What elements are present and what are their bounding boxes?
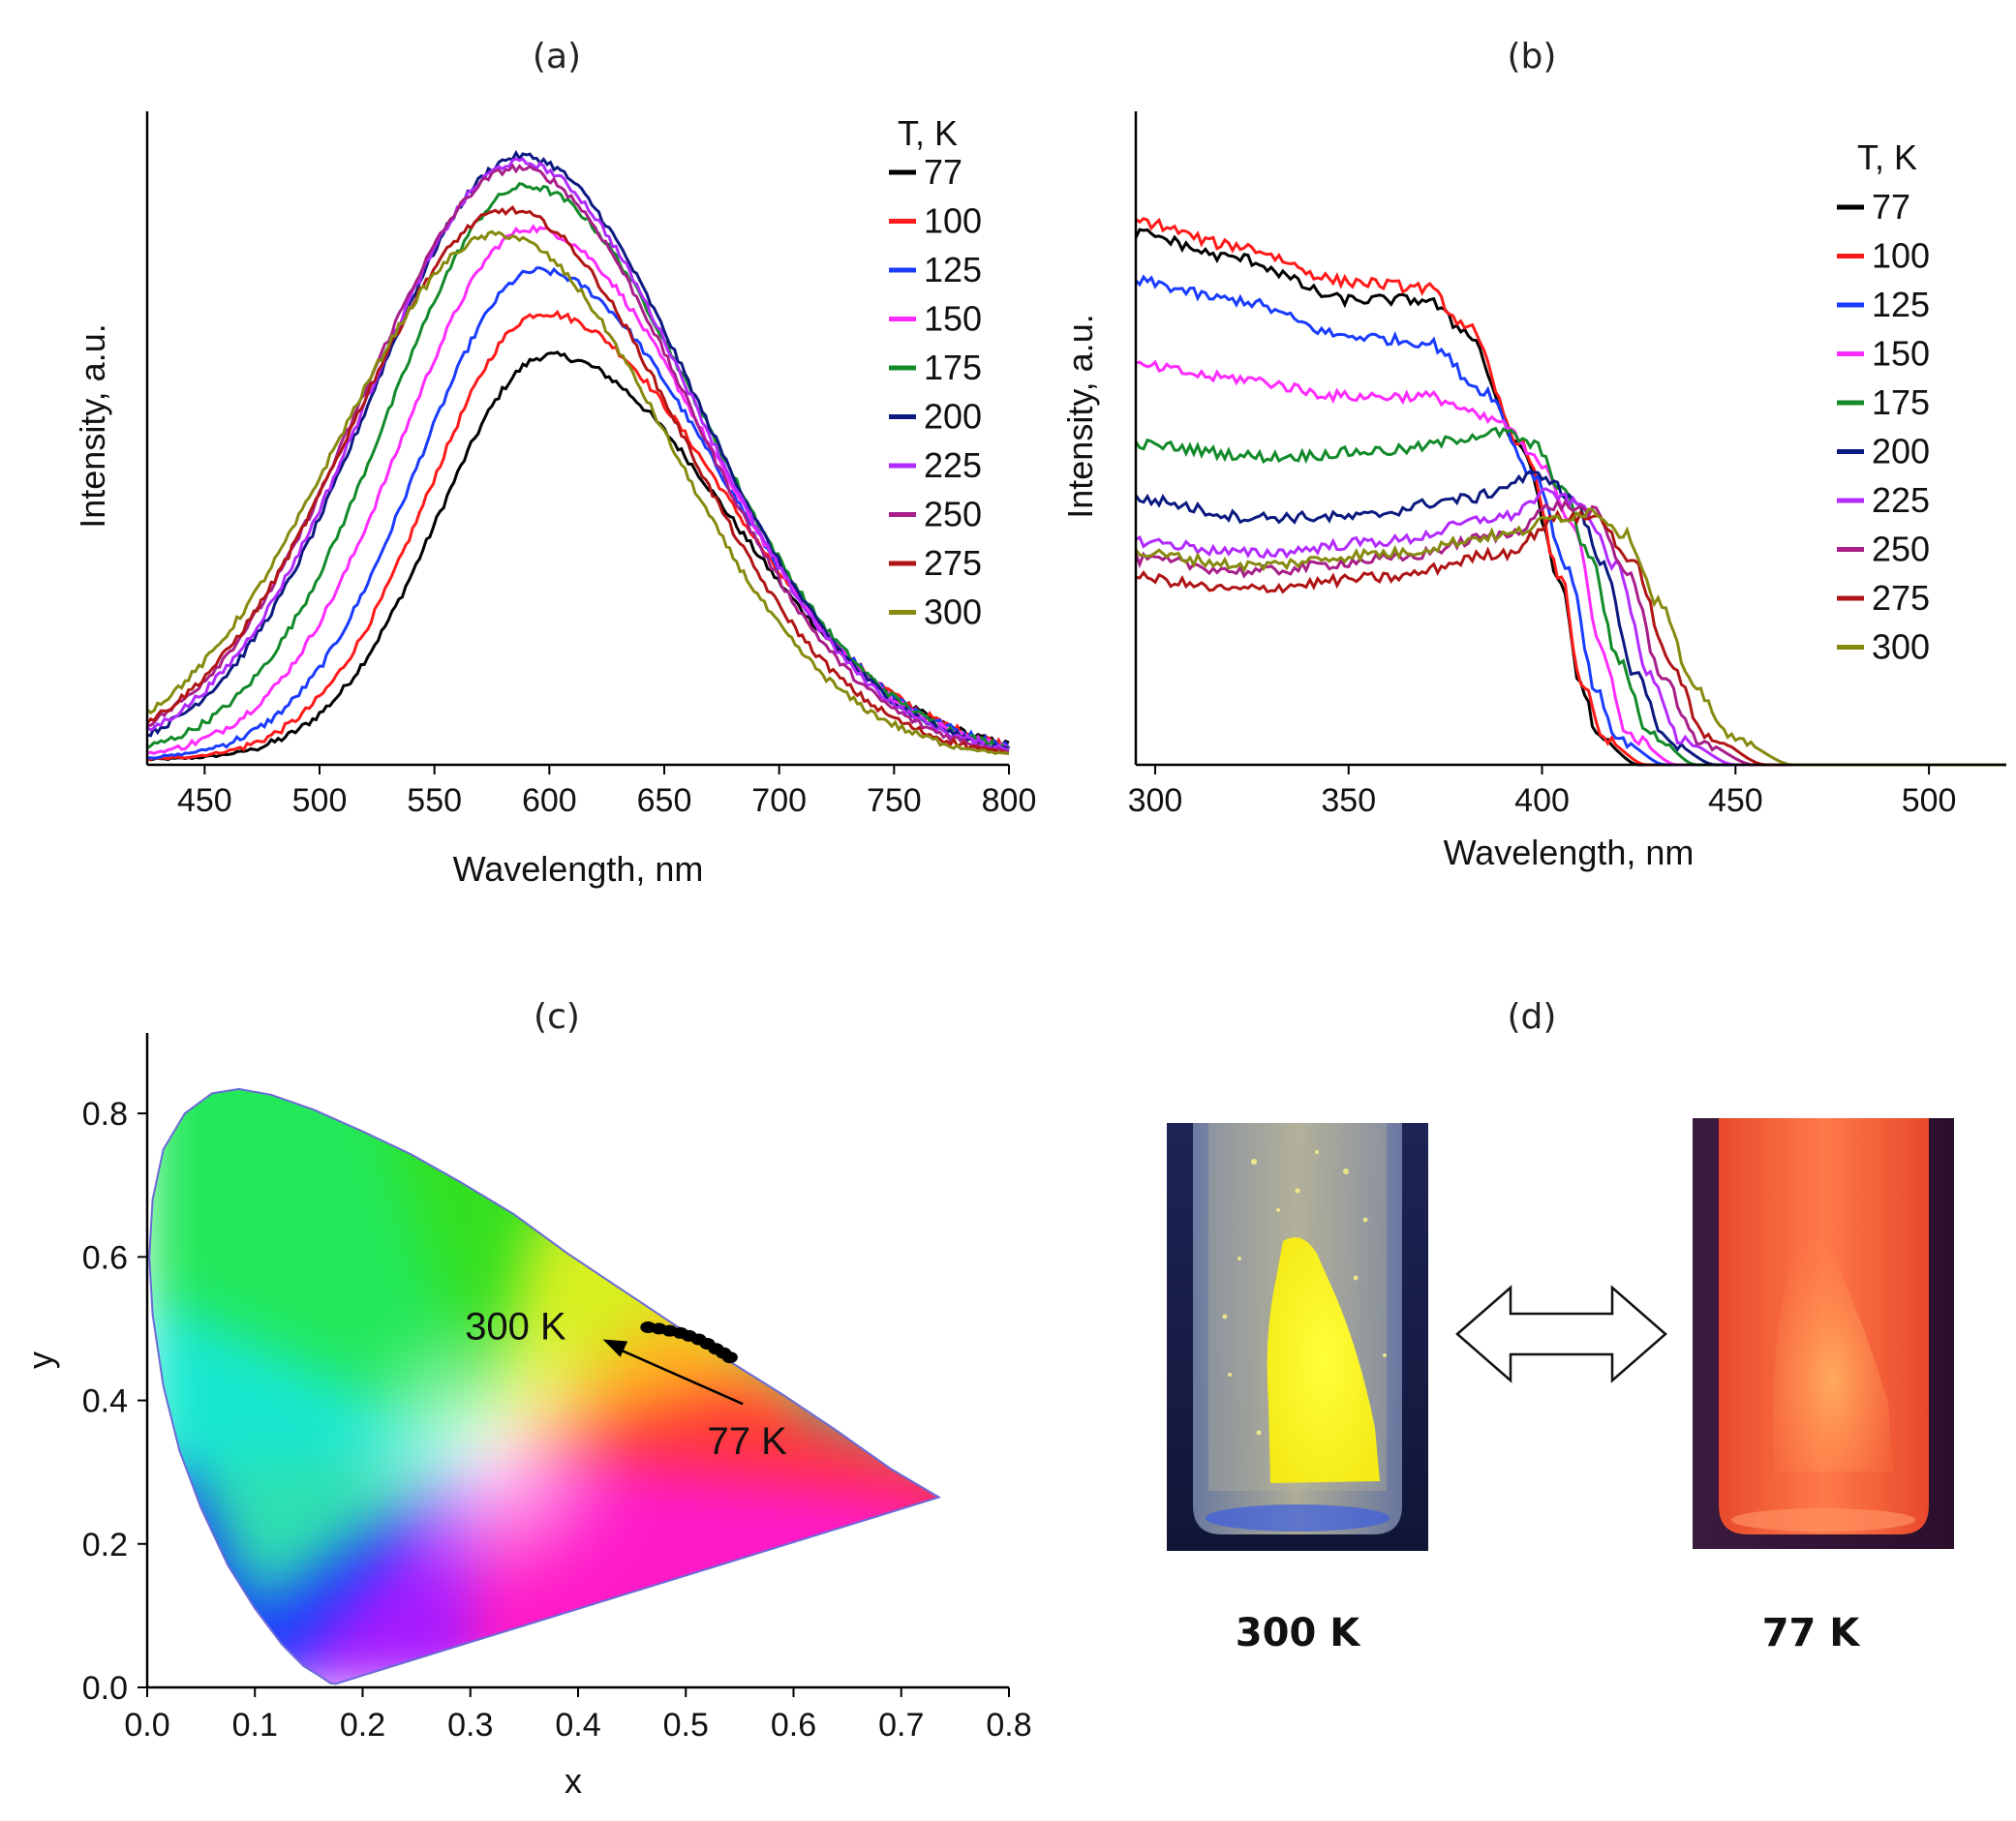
chart-c-ylabel: y [20, 1351, 60, 1369]
chart-a-legend-label-200: 200 [924, 397, 982, 437]
orange-powder [1772, 1241, 1893, 1472]
chart-c-annotation-77k: 77 K [708, 1420, 788, 1463]
chart-a-series-150 [146, 224, 1010, 755]
chart-c-xtick-label: 0.5 [663, 1707, 709, 1744]
chart-c-arrowhead [602, 1339, 628, 1357]
chart-a-curves [145, 149, 1011, 762]
chart-a-xtick-label: 750 [867, 782, 922, 819]
double-arrow-icon [1455, 1285, 1667, 1383]
chart-c-point [721, 1351, 738, 1364]
chart-b-legend-label-77: 77 [1872, 187, 1910, 227]
panel-a-label: (a) [533, 37, 581, 76]
chart-c-xtick-label: 0.0 [124, 1707, 169, 1744]
chart-a-xlabel: Wavelength, nm [453, 849, 704, 889]
chart-c-ytick-label: 0.4 [82, 1383, 128, 1420]
chart-b-legend-label-300: 300 [1872, 627, 1930, 667]
yellow-sparkles [1222, 1150, 1387, 1436]
chart-c-ytick-label: 0.8 [82, 1096, 128, 1133]
panel-c-label: (c) [534, 997, 580, 1037]
chart-a-series-225 [146, 157, 1010, 751]
chart-a-series-300 [146, 229, 1010, 755]
panel-d-label: (d) [1508, 997, 1557, 1037]
chart-c-annotation-300k: 300 K [465, 1306, 566, 1349]
chart-a-xtick-label: 700 [751, 782, 807, 819]
chart-a: 450 500 550 600 650 700 750 800 Wavelength, nm … [73, 111, 1036, 889]
chart-c-arrow [616, 1347, 744, 1406]
chart-b-xtick-label: 450 [1708, 782, 1763, 819]
chart-c-ticks: 0.0 0.1 0.2 0.3 0.4 0.5 0.6 0.7 0.8 0.0 0.2 0.4 0.6 0… [82, 1096, 1032, 1744]
chart-c-xtick-label: 0.3 [447, 1707, 493, 1744]
chart-a-xtick-label: 550 [407, 782, 462, 819]
chart-a-legend-label-150: 150 [924, 299, 982, 339]
chart-a-ticks: 450 500 550 600 650 700 750 800 [177, 765, 1036, 819]
chart-a-series-275 [145, 204, 1010, 755]
chart-a-legend-label-100: 100 [924, 201, 982, 241]
chart-a-series-250 [146, 163, 1010, 753]
chart-b-ylabel: Intensity, a.u. [1060, 314, 1100, 518]
chart-a-xtick-label: 450 [177, 782, 232, 819]
chart-a-series-200 [146, 149, 1010, 751]
chart-b-ticks: 300 350 400 450 500 [1128, 765, 1957, 819]
chart-a-xtick-label: 600 [522, 782, 577, 819]
photo-77k [1693, 1118, 1954, 1549]
chart-b-legend-label-200: 200 [1872, 432, 1930, 471]
chart-c-ytick-label: 0.0 [82, 1670, 128, 1707]
chart-c-xlabel: x [565, 1761, 582, 1801]
cie-color-fill [149, 1088, 939, 1684]
chart-c-xtick-label: 0.4 [555, 1707, 600, 1744]
tube-base-300k [1206, 1504, 1390, 1532]
chart-a-xtick-label: 500 [292, 782, 348, 819]
chart-b-xtick-label: 300 [1128, 782, 1183, 819]
chart-b-legend-label-175: 175 [1872, 382, 1930, 422]
chart-b-xtick-label: 500 [1902, 782, 1957, 819]
chart-a-legend-label-175: 175 [924, 348, 982, 387]
photo-300k [1167, 1123, 1428, 1551]
photo-77k-label: 77 K [1762, 1611, 1862, 1655]
chart-a-xtick-label: 650 [637, 782, 692, 819]
chart-b-legend-label-100: 100 [1872, 236, 1930, 276]
photo-300k-label: 300 K [1236, 1611, 1361, 1655]
chart-b: 300 350 400 450 500 Wavelength, nm Intensity… [1060, 111, 2006, 872]
chart-a-legend-title: T, K [898, 113, 958, 153]
chart-a-legend-label-250: 250 [924, 495, 982, 534]
chart-b-legend-title: T, K [1857, 137, 1917, 177]
chart-c-xtick-label: 0.8 [986, 1707, 1031, 1744]
cie-white-point [341, 1305, 632, 1596]
chart-a-legend-label-225: 225 [924, 445, 982, 485]
chart-a-legend-label-275: 275 [924, 543, 982, 583]
panel-b-label: (b) [1508, 37, 1557, 76]
chart-a-legend-label-125: 125 [924, 250, 982, 289]
chart-b-legend-label-125: 125 [1872, 285, 1930, 324]
chart-c-points [640, 1320, 738, 1364]
chart-b-xlabel: Wavelength, nm [1444, 833, 1695, 872]
chart-b-legend-label-150: 150 [1872, 334, 1930, 374]
chart-a-ylabel: Intensity, a.u. [73, 323, 112, 528]
chart-c-xtick-label: 0.1 [232, 1707, 278, 1744]
chart-a-legend-label-300: 300 [924, 592, 982, 632]
chart-a-legend-label-77: 77 [924, 152, 962, 192]
chart-b-legend-label-275: 275 [1872, 578, 1930, 618]
chart-b-xtick-label: 350 [1321, 782, 1376, 819]
chart-b-xtick-label: 400 [1514, 782, 1570, 819]
photos-panel: 300 K 77 K [1167, 1118, 1954, 1655]
chart-a-xtick-label: 800 [982, 782, 1037, 819]
chart-b-legend: T, K 77 100 125 150 175 200 225 250 275 300 [1837, 137, 1930, 667]
chart-c-xtick-label: 0.7 [878, 1707, 924, 1744]
yellow-powder [1267, 1237, 1380, 1483]
chart-c-ytick-label: 0.2 [82, 1527, 128, 1563]
chart-a-legend: T, K 77 100 125 150 175 200 225 250 275 300 [889, 113, 982, 632]
chart-b-legend-label-225: 225 [1872, 480, 1930, 520]
chart-c-xtick-label: 0.6 [771, 1707, 816, 1744]
chart-b-legend-label-250: 250 [1872, 530, 1930, 569]
tube-base-77k [1731, 1508, 1915, 1532]
chart-c-xtick-label: 0.2 [340, 1707, 385, 1744]
chart-c-ytick-label: 0.6 [82, 1239, 128, 1276]
chart-c: 0.0 0.1 0.2 0.3 0.4 0.5 0.6 0.7 0.8 0.0 0.2 0.4 0.6 0… [20, 1033, 1032, 1801]
chart-a-series-175 [146, 182, 1011, 753]
